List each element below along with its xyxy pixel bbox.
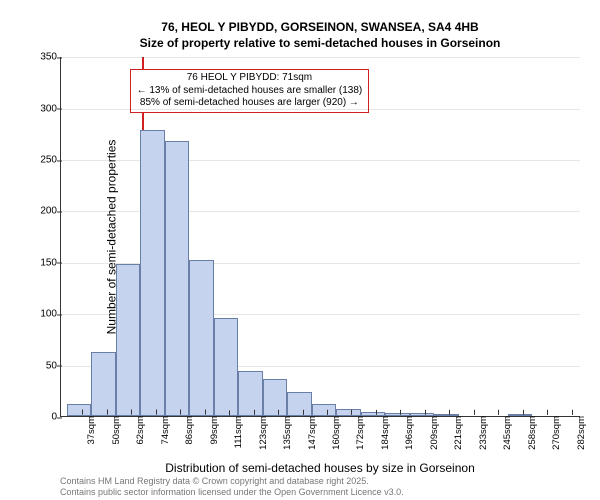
x-tick: 86sqm (182, 416, 195, 445)
gridline (61, 57, 580, 58)
histogram-bar (165, 141, 189, 417)
x-tick: 74sqm (158, 416, 171, 445)
annotation-line-1: 76 HEOL Y PIBYDD: 71sqm (137, 72, 363, 85)
x-tick: 160sqm (329, 416, 342, 450)
x-tick: 37sqm (84, 416, 97, 445)
x-tick: 147sqm (305, 416, 318, 450)
x-tick: 135sqm (280, 416, 293, 450)
histogram-bar (116, 264, 140, 416)
y-tick: 50 (23, 360, 61, 371)
footer-line-2: Contains public sector information licen… (60, 487, 404, 498)
chart-container: 76, HEOL Y PIBYDD, GORSEINON, SWANSEA, S… (60, 20, 580, 445)
x-tick: 172sqm (353, 416, 366, 450)
annotation-box: 76 HEOL Y PIBYDD: 71sqm ← 13% of semi-de… (130, 69, 370, 113)
y-tick: 100 (23, 309, 61, 320)
histogram-bar (140, 130, 164, 416)
histogram-bar (67, 404, 91, 416)
y-tick: 150 (23, 257, 61, 268)
x-tick: 123sqm (256, 416, 269, 450)
gridline (61, 211, 580, 212)
x-tick: 221sqm (451, 416, 464, 450)
x-axis-label: Distribution of semi-detached houses by … (60, 461, 580, 475)
x-tick: 196sqm (402, 416, 415, 450)
footer-attribution: Contains HM Land Registry data © Crown c… (60, 476, 404, 499)
x-tick: 50sqm (109, 416, 122, 445)
plot-area: Number of semi-detached properties 76 HE… (60, 57, 580, 417)
title-line-2: Size of property relative to semi-detach… (60, 36, 580, 52)
y-tick: 250 (23, 155, 61, 166)
gridline (61, 160, 580, 161)
y-tick: 300 (23, 103, 61, 114)
x-tick: 245sqm (500, 416, 513, 450)
x-tick: 99sqm (207, 416, 220, 445)
x-tick: 258sqm (525, 416, 538, 450)
histogram-bar (189, 260, 213, 416)
histogram-bar (214, 318, 238, 416)
histogram-bar (238, 371, 262, 416)
histogram-bar (312, 404, 336, 416)
x-tick: 209sqm (427, 416, 440, 450)
histogram-bar (91, 352, 115, 416)
histogram-bar (263, 379, 287, 416)
x-tick: 184sqm (378, 416, 391, 450)
plot-inner: 76 HEOL Y PIBYDD: 71sqm ← 13% of semi-de… (60, 57, 580, 417)
y-tick: 350 (23, 52, 61, 63)
gridline (61, 109, 580, 110)
annotation-line-2: ← 13% of semi-detached houses are smalle… (137, 85, 363, 98)
y-tick: 200 (23, 206, 61, 217)
x-tick: 270sqm (549, 416, 562, 450)
x-tick: 111sqm (231, 416, 244, 448)
x-tick: 62sqm (133, 416, 146, 445)
footer-line-1: Contains HM Land Registry data © Crown c… (60, 476, 404, 487)
histogram-bar (287, 392, 311, 417)
x-tick: 282sqm (574, 416, 587, 450)
title-line-1: 76, HEOL Y PIBYDD, GORSEINON, SWANSEA, S… (60, 20, 580, 36)
y-tick: 0 (23, 412, 61, 423)
x-tick: 233sqm (476, 416, 489, 450)
chart-title: 76, HEOL Y PIBYDD, GORSEINON, SWANSEA, S… (60, 20, 580, 51)
